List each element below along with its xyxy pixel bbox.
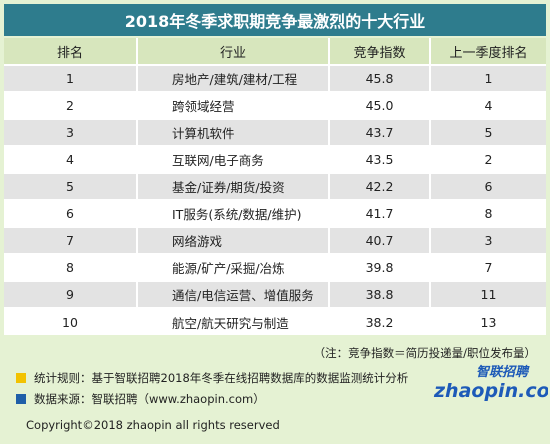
- logo-cn-text: 智联招聘: [476, 364, 530, 380]
- cell-rank: 10: [4, 308, 138, 335]
- cell-industry: 航空/航天研究与制造: [137, 308, 330, 335]
- cell-index: 45.0: [329, 92, 431, 120]
- yellow-square-icon: [16, 373, 26, 383]
- cell-rank: 9: [4, 281, 138, 309]
- table-row: 7 网络游戏 40.7 3: [4, 227, 546, 255]
- table-row: 5 基金/证券/期货/投资 42.2 6: [4, 173, 546, 201]
- cell-index: 42.2: [329, 173, 431, 201]
- cell-index: 43.5: [329, 146, 431, 174]
- cell-rank: 6: [4, 200, 138, 228]
- cell-industry: 跨领域经营: [137, 92, 330, 120]
- cell-rank: 2: [4, 92, 138, 120]
- header-prev-rank: 上一季度排名: [430, 38, 546, 66]
- page-title: 2018年冬季求职期竞争最激烈的十大行业: [4, 4, 546, 36]
- header-industry: 行业: [137, 38, 330, 66]
- cell-rank: 3: [4, 119, 138, 147]
- cell-rank: 4: [4, 146, 138, 174]
- cell-industry: IT服务(系统/数据/维护): [137, 200, 330, 228]
- cell-index: 39.8: [329, 254, 431, 282]
- cell-industry: 能源/矿产/采掘/冶炼: [137, 254, 330, 282]
- cell-rank: 7: [4, 227, 138, 255]
- cell-prev-rank: 8: [430, 200, 546, 228]
- table-row: 4 互联网/电子商务 43.5 2: [4, 146, 546, 174]
- cell-prev-rank: 4: [430, 92, 546, 120]
- cell-rank: 1: [4, 65, 138, 93]
- cell-index: 40.7: [329, 227, 431, 255]
- stats-rule-line: 统计规则：基于智联招聘2018年冬季在线招聘数据库的数据监测统计分析: [16, 370, 408, 386]
- cell-prev-rank: 6: [430, 173, 546, 201]
- cell-prev-rank: 13: [430, 308, 546, 335]
- copyright: Copyright©2018 zhaopin all rights reserv…: [26, 418, 280, 432]
- data-source-text: 数据来源：智联招聘（www.zhaopin.com）: [34, 392, 265, 406]
- table-row: 6 IT服务(系统/数据/维护) 41.7 8: [4, 200, 546, 228]
- table-header-row: 排名 行业 竞争指数 上一季度排名: [4, 38, 546, 66]
- cell-rank: 8: [4, 254, 138, 282]
- logo-en-text: zhaopin.com: [433, 380, 548, 402]
- cell-index: 38.2: [329, 308, 431, 335]
- cell-prev-rank: 1: [430, 65, 546, 93]
- table-row: 1 房地产/建筑/建材/工程 45.8 1: [4, 65, 546, 93]
- cell-index: 45.8: [329, 65, 431, 93]
- cell-index: 38.8: [329, 281, 431, 309]
- cell-prev-rank: 11: [430, 281, 546, 309]
- cell-industry: 房地产/建筑/建材/工程: [137, 65, 330, 93]
- cell-prev-rank: 5: [430, 119, 546, 147]
- table-row: 3 计算机软件 43.7 5: [4, 119, 546, 147]
- cell-prev-rank: 7: [430, 254, 546, 282]
- cell-industry: 通信/电信运营、增值服务: [137, 281, 330, 309]
- cell-prev-rank: 3: [430, 227, 546, 255]
- cell-index: 43.7: [329, 119, 431, 147]
- cell-prev-rank: 2: [430, 146, 546, 174]
- cell-industry: 基金/证券/期货/投资: [137, 173, 330, 201]
- formula-note: （注：竞争指数＝简历投递量/职位发布量）: [313, 346, 536, 360]
- table-row: 8 能源/矿产/采掘/冶炼 39.8 7: [4, 254, 546, 282]
- stats-rule-text: 统计规则：基于智联招聘2018年冬季在线招聘数据库的数据监测统计分析: [34, 371, 409, 385]
- data-source-line: 数据来源：智联招聘（www.zhaopin.com）: [16, 391, 265, 407]
- table-row: 2 跨领域经营 45.0 4: [4, 92, 546, 120]
- cell-index: 41.7: [329, 200, 431, 228]
- header-rank: 排名: [4, 38, 138, 66]
- cell-industry: 网络游戏: [137, 227, 330, 255]
- cell-industry: 互联网/电子商务: [137, 146, 330, 174]
- ranking-table: 排名 行业 竞争指数 上一季度排名 1 房地产/建筑/建材/工程 45.8 1 2 跨领域…: [4, 38, 546, 335]
- zhaopin-logo: 智联招聘 zhaopin.com: [433, 364, 548, 402]
- cell-industry: 计算机软件: [137, 119, 330, 147]
- table-row: 10 航空/航天研究与制造 38.2 13: [4, 308, 546, 335]
- cell-rank: 5: [4, 173, 138, 201]
- blue-square-icon: [16, 394, 26, 404]
- table-row: 9 通信/电信运营、增值服务 38.8 11: [4, 281, 546, 309]
- header-index: 竞争指数: [329, 38, 431, 66]
